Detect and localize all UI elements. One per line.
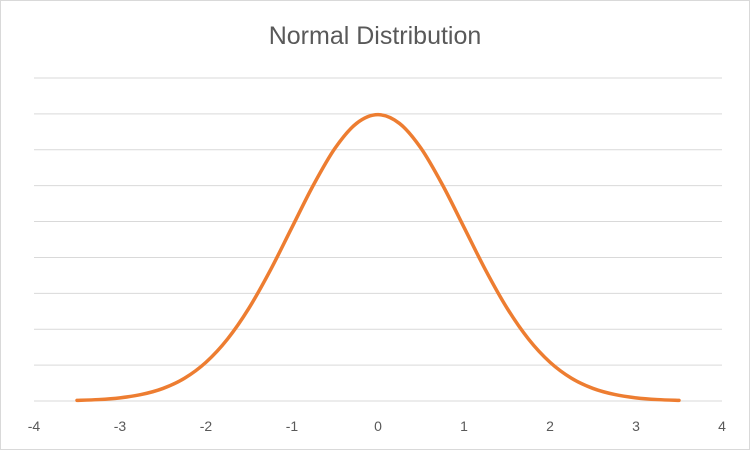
x-tick-label: 3 bbox=[632, 418, 640, 434]
x-tick-label: -1 bbox=[286, 418, 299, 434]
x-tick-label: 4 bbox=[718, 418, 726, 434]
x-tick-label: 0 bbox=[374, 418, 382, 434]
x-tick-label: -4 bbox=[28, 418, 41, 434]
x-tick-label: 1 bbox=[460, 418, 468, 434]
x-tick-label: -3 bbox=[114, 418, 127, 434]
x-tick-label: -2 bbox=[200, 418, 213, 434]
chart-title: Normal Distribution bbox=[268, 22, 482, 50]
series-line bbox=[75, 112, 681, 403]
x-tick-label: 2 bbox=[546, 418, 554, 434]
